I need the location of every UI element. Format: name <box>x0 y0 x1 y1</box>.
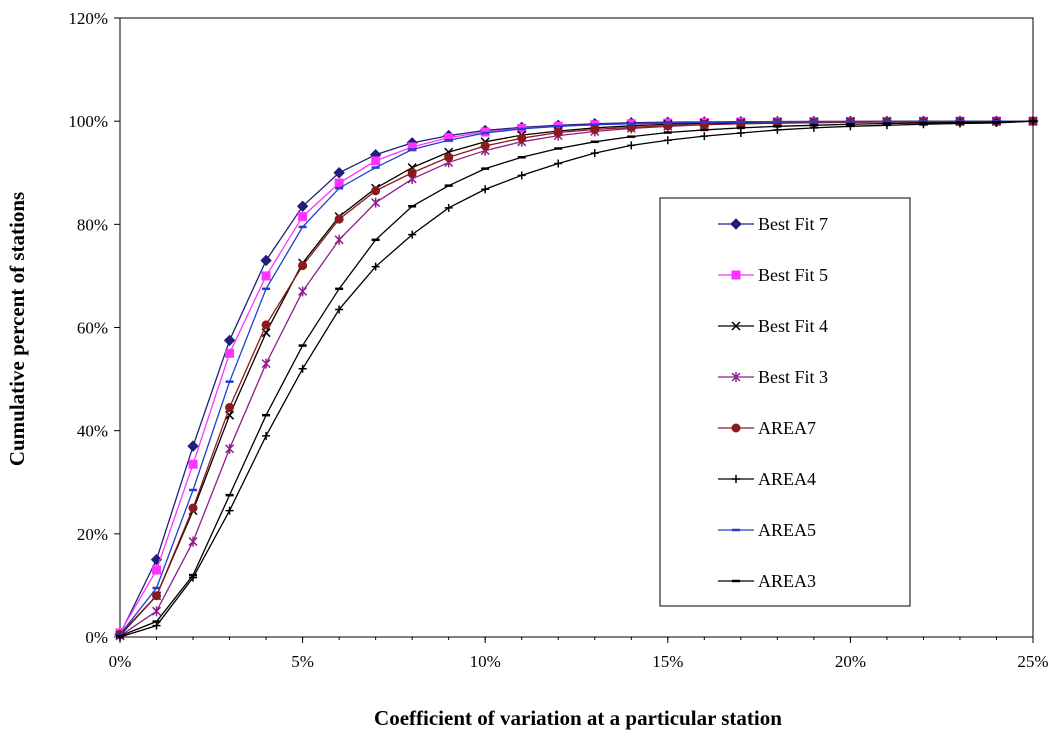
data-point <box>225 443 235 454</box>
data-point <box>298 261 308 271</box>
x-tick-label: 15% <box>652 652 683 671</box>
data-point <box>444 152 454 162</box>
data-point <box>151 606 162 617</box>
series-line-area4 <box>119 120 1034 638</box>
data-point <box>152 565 162 575</box>
data-point <box>261 271 271 281</box>
y-tick-label: 60% <box>77 319 108 338</box>
data-point <box>333 167 345 179</box>
legend-label: AREA5 <box>758 520 816 540</box>
legend-label: Best Fit 4 <box>758 316 828 336</box>
legend-item-area4: AREA4 <box>718 469 816 489</box>
data-point <box>736 129 745 138</box>
data-point <box>188 536 198 547</box>
data-point <box>225 402 235 412</box>
data-point <box>296 200 309 212</box>
legend-marker <box>731 423 741 433</box>
legend-item-area7: AREA7 <box>718 418 816 438</box>
x-axis-title: Coefficient of variation at a particular… <box>374 706 782 730</box>
legend-item-best-fit-3: Best Fit 3 <box>718 367 828 387</box>
data-point <box>371 262 380 271</box>
legend-label: AREA7 <box>758 418 816 438</box>
data-point <box>225 348 235 358</box>
data-point <box>371 156 381 166</box>
legend-box <box>659 197 911 607</box>
data-point <box>225 506 234 515</box>
y-tick-label: 100% <box>68 112 108 131</box>
legend-marker <box>731 321 741 331</box>
y-tick-label: 120% <box>68 9 108 28</box>
legend-marker <box>731 270 741 280</box>
data-point <box>262 431 271 440</box>
data-point <box>261 358 271 369</box>
data-point <box>261 320 271 330</box>
y-axis-title: Cumulative percent of stations <box>5 192 29 466</box>
data-point <box>407 168 417 178</box>
x-tick-label: 20% <box>835 652 866 671</box>
series-line-area3 <box>119 120 1034 637</box>
data-point <box>627 141 636 150</box>
data-point <box>152 591 162 601</box>
legend-item-area3: AREA3 <box>718 571 816 591</box>
legend-label: Best Fit 7 <box>758 214 828 234</box>
data-point <box>517 133 527 143</box>
series-area3 <box>116 119 1037 638</box>
data-point <box>663 136 672 145</box>
x-tick-label: 25% <box>1017 652 1048 671</box>
legend-marker <box>732 475 740 483</box>
data-point <box>187 440 199 452</box>
data-point <box>152 621 161 630</box>
data-point <box>407 142 417 152</box>
legend-marker <box>731 372 741 382</box>
data-point <box>481 185 490 194</box>
data-point <box>444 133 454 143</box>
legend-item-best-fit-5: Best Fit 5 <box>718 265 828 285</box>
data-point <box>298 212 308 222</box>
legend-item-area5: AREA5 <box>718 520 816 540</box>
data-point <box>334 234 344 245</box>
data-point <box>298 286 308 297</box>
data-point <box>298 364 307 373</box>
y-tick-label: 40% <box>77 422 108 441</box>
data-point <box>371 186 381 196</box>
legend-label: Best Fit 5 <box>758 265 828 285</box>
data-point <box>335 305 344 314</box>
y-tick-label: 0% <box>85 628 108 647</box>
legend-item-best-fit-4: Best Fit 4 <box>718 316 828 336</box>
data-point <box>590 149 599 158</box>
data-point <box>554 159 563 168</box>
data-point <box>371 197 381 208</box>
series-line-area5 <box>119 120 1034 635</box>
data-point <box>700 132 709 141</box>
data-point <box>223 334 236 347</box>
data-point <box>188 503 198 513</box>
data-point <box>334 178 344 188</box>
data-point <box>225 410 235 420</box>
legend-marker <box>730 218 742 230</box>
legend-label: Best Fit 3 <box>758 367 828 387</box>
data-point <box>444 203 453 212</box>
data-point <box>590 124 600 134</box>
data-point <box>334 214 344 224</box>
x-tick-label: 0% <box>109 652 132 671</box>
data-point <box>408 230 417 239</box>
legend-label: AREA4 <box>758 469 816 489</box>
y-tick-label: 20% <box>77 525 108 544</box>
data-point <box>260 254 272 267</box>
data-point <box>480 141 490 151</box>
legend-label: AREA3 <box>758 571 816 591</box>
data-point <box>188 459 198 469</box>
x-tick-label: 5% <box>291 652 314 671</box>
data-point <box>553 128 563 138</box>
legend-item-best-fit-7: Best Fit 7 <box>718 214 828 234</box>
y-tick-label: 80% <box>77 215 108 234</box>
data-point <box>517 171 526 180</box>
x-tick-label: 10% <box>470 652 501 671</box>
